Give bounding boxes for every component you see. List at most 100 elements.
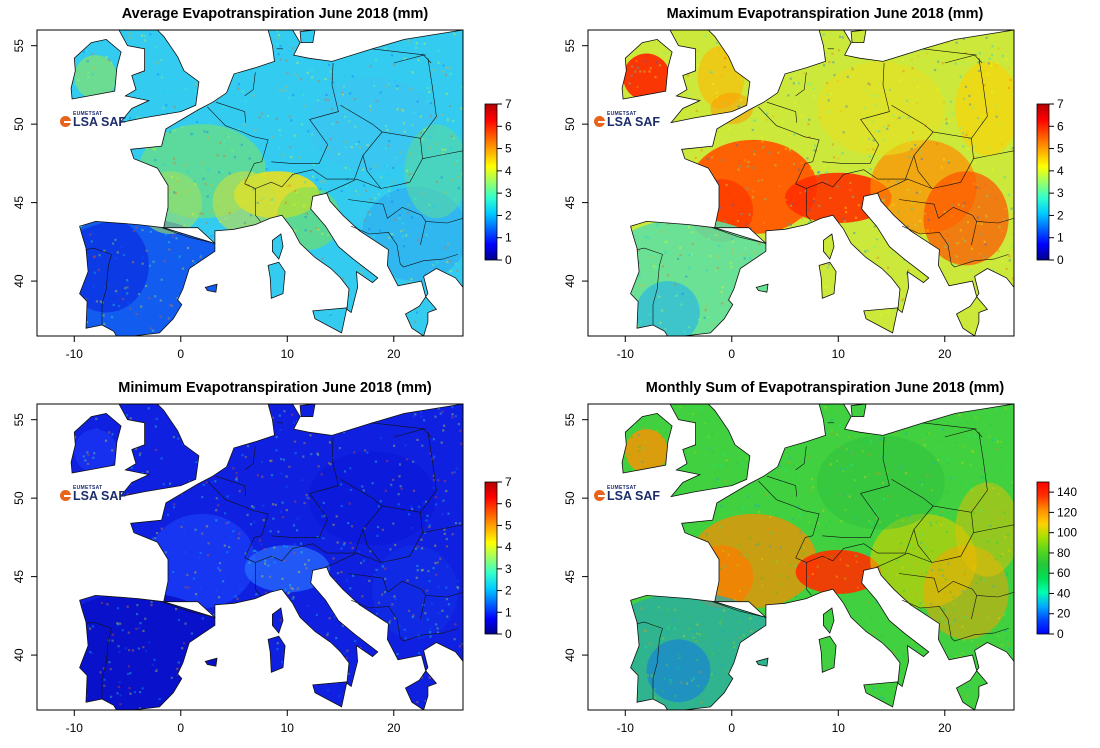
- panel-monthly-sum: Monthly Sum of Evapotranspiration June 2…: [550, 374, 1100, 748]
- boundaries: [621, 30, 1014, 336]
- boundaries: [70, 30, 463, 336]
- lsa-saf-logo-mark: [594, 490, 605, 501]
- x-tick-label: -10: [66, 721, 84, 735]
- lsa-saf-logo-mark: [60, 490, 71, 501]
- colorbar-tick-label: 3: [505, 562, 512, 576]
- lsa-saf-logo-mark: [60, 116, 71, 127]
- y-tick-label: 45: [12, 196, 26, 210]
- colorbar-tick-label: 2: [1057, 208, 1064, 222]
- panel-title: Maximum Evapotranspiration June 2018 (mm…: [666, 6, 984, 22]
- map-layer: [70, 404, 463, 710]
- y-tick-label: 40: [563, 648, 577, 662]
- colorbar-tick-label: 0: [505, 253, 512, 267]
- plot-frame: [587, 403, 1015, 711]
- logo-name: LSA SAF: [73, 489, 127, 503]
- map-layer: [621, 30, 1014, 336]
- x-tick-label: 20: [938, 347, 952, 361]
- colorbar-tick-label: 1: [1057, 231, 1064, 245]
- colorbar-tick-label: 40: [1057, 586, 1071, 600]
- colorbar-tick-label: 4: [1057, 164, 1064, 178]
- colorbar: [484, 481, 498, 635]
- logo-org: EUMETSAT: [607, 485, 637, 491]
- panel-title: Monthly Sum of Evapotranspiration June 2…: [645, 380, 1005, 396]
- land-field: [71, 30, 463, 336]
- y-tick-label: 40: [12, 648, 26, 662]
- y-tick-label: 40: [563, 274, 577, 288]
- colorbar-tick-label: 6: [1057, 119, 1064, 133]
- logo-name: LSA SAF: [607, 115, 661, 129]
- panel-title: Average Evapotranspiration June 2018 (mm…: [121, 6, 429, 22]
- y-tick-label: 45: [12, 570, 26, 584]
- colorbar-tick-label: 2: [505, 208, 512, 222]
- colorbar-tick-label: 140: [1057, 485, 1077, 499]
- x-tick-label: 20: [387, 347, 401, 361]
- plot-frame: [36, 403, 464, 711]
- y-tick-label: 55: [12, 413, 26, 427]
- x-tick-label: 0: [728, 347, 735, 361]
- colorbar-tick-label: 5: [505, 518, 512, 532]
- panel-title: Minimum Evapotranspiration June 2018 (mm…: [118, 380, 432, 396]
- y-tick-label: 50: [563, 117, 577, 131]
- colorbar-tick-label: 0: [1057, 253, 1064, 267]
- colorbar-tick-label: 2: [505, 584, 512, 598]
- map-layer: [621, 404, 1014, 710]
- colorbar-tick-label: 0: [505, 627, 512, 641]
- y-tick-label: 50: [563, 491, 577, 505]
- x-tick-label: -10: [617, 721, 635, 735]
- colorbar-tick-label: 3: [1057, 186, 1064, 200]
- y-tick-label: 55: [563, 413, 577, 427]
- colorbar: [484, 103, 498, 261]
- x-tick-label: 0: [177, 347, 184, 361]
- colorbar-tick-label: 100: [1057, 526, 1077, 540]
- colorbar-tick-label: 1: [505, 605, 512, 619]
- logo-name: LSA SAF: [73, 115, 127, 129]
- plot-frame: [587, 29, 1015, 337]
- y-tick-label: 50: [12, 117, 26, 131]
- colorbar-tick-label: 6: [505, 119, 512, 133]
- y-tick-label: 50: [12, 491, 26, 505]
- colorbar-tick-label: 4: [505, 164, 512, 178]
- x-tick-label: 10: [281, 721, 295, 735]
- colorbar-tick-label: 6: [505, 497, 512, 511]
- y-tick-label: 55: [563, 39, 577, 53]
- land-field: [622, 404, 1014, 710]
- map-figure: -10 0 10 20 40 45 50 55 0 20 40 60 80 100 120 140: [563, 403, 1077, 735]
- colorbar: [1036, 481, 1050, 635]
- panel-minimum: Minimum Evapotranspiration June 2018 (mm…: [0, 374, 550, 748]
- x-tick-label: 0: [728, 721, 735, 735]
- colorbar-tick-label: 0: [1057, 627, 1064, 641]
- x-tick-label: 20: [387, 721, 401, 735]
- plot-frame: [36, 29, 464, 337]
- colorbar-tick-label: 3: [505, 186, 512, 200]
- boundaries: [621, 404, 1014, 710]
- colorbar-tick-label: 60: [1057, 566, 1071, 580]
- colorbar-tick-label: 7: [1057, 97, 1064, 111]
- logo-org: EUMETSAT: [607, 111, 637, 117]
- colorbar-tick-label: 4: [505, 540, 512, 554]
- panel-maximum: Maximum Evapotranspiration June 2018 (mm…: [550, 0, 1100, 374]
- map-layer: [70, 30, 463, 336]
- colorbar: [1036, 103, 1050, 261]
- logo-org: EUMETSAT: [73, 485, 103, 491]
- x-tick-label: 10: [281, 347, 295, 361]
- colorbar-tick-label: 7: [505, 475, 512, 489]
- colorbar-tick-label: 1: [505, 231, 512, 245]
- x-tick-label: 10: [832, 721, 846, 735]
- x-tick-label: -10: [617, 347, 635, 361]
- y-tick-label: 55: [12, 39, 26, 53]
- y-tick-label: 40: [12, 274, 26, 288]
- x-tick-label: 20: [938, 721, 952, 735]
- y-tick-label: 45: [563, 196, 577, 210]
- colorbar-tick-label: 20: [1057, 607, 1071, 621]
- panel-average: Average Evapotranspiration June 2018 (mm…: [0, 0, 550, 374]
- colorbar-tick-label: 7: [505, 97, 512, 111]
- y-tick-label: 45: [563, 570, 577, 584]
- logo-name: LSA SAF: [607, 489, 661, 503]
- colorbar-tick-label: 80: [1057, 546, 1071, 560]
- x-tick-label: 0: [177, 721, 184, 735]
- land-field: [622, 30, 1014, 336]
- boundaries: [70, 404, 463, 710]
